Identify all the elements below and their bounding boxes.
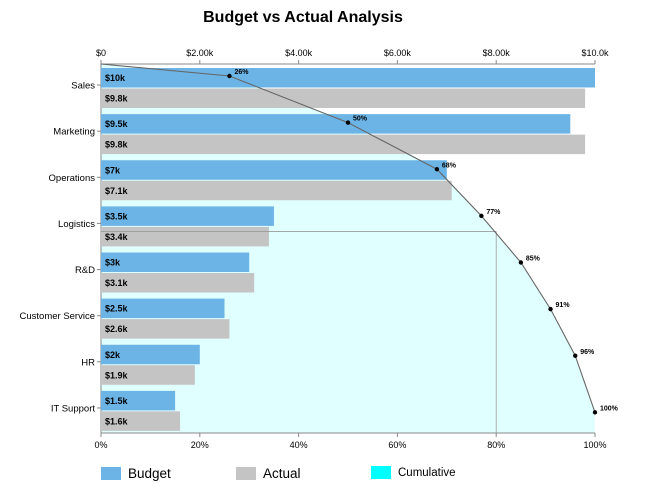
bar-label-budget: $2.5k <box>105 304 129 314</box>
category-label: R&D <box>75 265 95 276</box>
legend-label-cumulative: Cumulative <box>398 466 456 479</box>
bar-label-budget: $7k <box>105 165 121 175</box>
bar-label-actual: $2.6k <box>105 324 129 334</box>
x-top-tick-label: $6.00k <box>384 48 412 58</box>
x-bottom-tick-label: 80% <box>487 440 505 450</box>
legend-swatch-budget <box>101 467 121 480</box>
bar-label-actual: $3.1k <box>105 278 129 288</box>
x-top-tick-label: $0 <box>96 48 106 58</box>
x-bottom-tick-label: 20% <box>191 440 209 450</box>
bar-label-budget: $2k <box>105 350 121 360</box>
legend-swatch-actual <box>236 467 256 480</box>
x-top-tick-label: $10.0k <box>581 48 609 58</box>
bar-budget <box>101 298 225 319</box>
bar-actual <box>101 180 452 201</box>
bar-budget <box>101 114 571 134</box>
legend: Budget Actual Cumulative <box>0 466 648 490</box>
plot-area: $0 $2.00k $4.00k $6.00k $8.00k $10.0k 0% 20% 40%… <box>20 48 619 450</box>
cumulative-point <box>479 213 484 219</box>
category-label: Operations <box>49 173 96 184</box>
bar-label-budget: $10k <box>105 73 126 83</box>
cumulative-point-label: 50% <box>353 116 368 123</box>
x-top-tick-label: $8.00k <box>483 48 511 58</box>
bar-actual <box>101 273 255 293</box>
x-bottom-tick-label: 40% <box>290 440 308 450</box>
bar-budget <box>101 160 447 180</box>
cumulative-point-label: 85% <box>526 256 541 263</box>
bar-budget <box>101 206 274 226</box>
cumulative-point <box>518 260 524 265</box>
bar-budget <box>101 252 250 272</box>
bar-label-actual: $1.9k <box>105 370 129 380</box>
legend-label-actual: Actual <box>263 466 301 481</box>
chart-canvas: Budget vs Actual Analysis $0 $2.00k $4.00k… <box>20 9 619 450</box>
cumulative-point-label: 26% <box>234 69 249 76</box>
x-top-tick-label: $2.00k <box>186 48 214 58</box>
chart-title: Budget vs Actual Analysis <box>203 9 403 26</box>
bar-budget <box>101 68 595 88</box>
bar-actual <box>101 88 586 108</box>
legend-label-budget: Budget <box>128 466 171 481</box>
bar-label-actual: $3.4k <box>105 232 129 242</box>
bar-budget <box>101 390 176 411</box>
category-label: IT Support <box>51 403 96 414</box>
bar-label-budget: $3.5k <box>105 211 129 221</box>
cumulative-point-label: 91% <box>556 302 571 309</box>
bar-label-actual: $7.1k <box>105 186 129 196</box>
bar-label-budget: $1.5k <box>105 396 129 406</box>
category-label: Marketing <box>53 127 95 138</box>
bar-label-budget: $9.5k <box>105 119 129 129</box>
bar-budget <box>101 344 200 365</box>
cumulative-point <box>592 410 598 415</box>
bar-actual <box>101 411 181 431</box>
legend-swatch-cumulative <box>371 466 391 479</box>
bar-label-budget: $3k <box>105 258 121 268</box>
bar-label-actual: $1.6k <box>105 416 129 426</box>
legend-item-cumulative: Cumulative <box>371 466 456 479</box>
x-bottom-tick-label: 0% <box>94 440 107 450</box>
bar-label-actual: $9.8k <box>105 94 129 104</box>
category-label: Sales <box>71 81 95 92</box>
category-label: Customer Service <box>20 311 96 322</box>
x-bottom-tick-label: 100% <box>583 440 606 450</box>
cumulative-area <box>101 64 595 433</box>
cumulative-point <box>345 120 351 125</box>
category-label: Logistics <box>58 219 95 230</box>
legend-item-budget: Budget <box>101 466 171 481</box>
x-top-tick-label: $4.00k <box>285 48 313 58</box>
category-label: HR <box>81 357 95 368</box>
cumulative-point <box>434 167 440 172</box>
bar-actual <box>101 365 195 385</box>
cumulative-point-label: 96% <box>580 349 595 356</box>
cumulative-point-label: 77% <box>486 209 501 216</box>
bar-actual <box>101 134 586 155</box>
cumulative-point <box>227 73 232 79</box>
bar-label-actual: $9.8k <box>105 140 129 150</box>
bar-actual <box>101 319 230 339</box>
legend-item-actual: Actual <box>236 466 301 481</box>
cumulative-point <box>573 353 578 358</box>
x-bottom-tick-label: 60% <box>388 440 406 450</box>
cumulative-point-label: 68% <box>442 162 457 169</box>
cumulative-point-label: 100% <box>600 405 619 412</box>
cumulative-point <box>548 306 553 312</box>
